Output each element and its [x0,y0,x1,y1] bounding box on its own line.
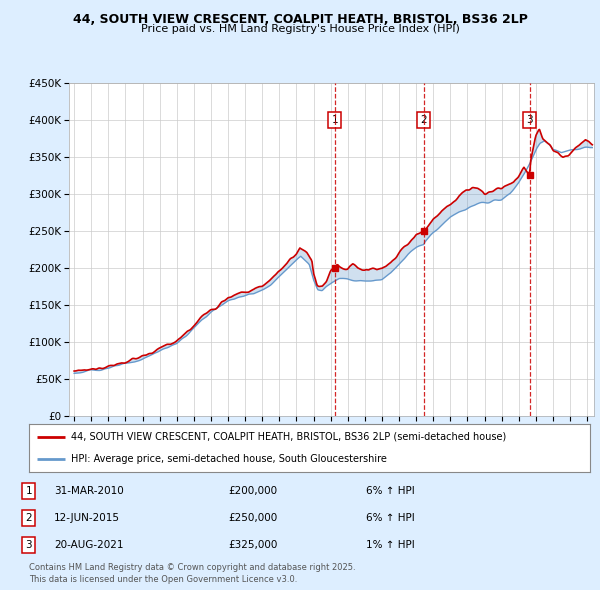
Text: 1: 1 [25,486,32,496]
Text: £325,000: £325,000 [228,540,277,550]
Text: 1: 1 [332,114,338,124]
Text: £250,000: £250,000 [228,513,277,523]
Text: 2: 2 [25,513,32,523]
Text: 2: 2 [421,114,427,124]
Text: 44, SOUTH VIEW CRESCENT, COALPIT HEATH, BRISTOL, BS36 2LP: 44, SOUTH VIEW CRESCENT, COALPIT HEATH, … [73,13,527,26]
Text: 6% ↑ HPI: 6% ↑ HPI [366,486,415,496]
Text: 3: 3 [526,114,533,124]
Text: 31-MAR-2010: 31-MAR-2010 [54,486,124,496]
Text: Price paid vs. HM Land Registry's House Price Index (HPI): Price paid vs. HM Land Registry's House … [140,24,460,34]
Text: 44, SOUTH VIEW CRESCENT, COALPIT HEATH, BRISTOL, BS36 2LP (semi-detached house): 44, SOUTH VIEW CRESCENT, COALPIT HEATH, … [71,432,506,442]
Text: Contains HM Land Registry data © Crown copyright and database right 2025.: Contains HM Land Registry data © Crown c… [29,563,355,572]
Text: £200,000: £200,000 [228,486,277,496]
Text: This data is licensed under the Open Government Licence v3.0.: This data is licensed under the Open Gov… [29,575,297,584]
Text: 20-AUG-2021: 20-AUG-2021 [54,540,124,550]
Text: 1% ↑ HPI: 1% ↑ HPI [366,540,415,550]
Text: 6% ↑ HPI: 6% ↑ HPI [366,513,415,523]
Text: HPI: Average price, semi-detached house, South Gloucestershire: HPI: Average price, semi-detached house,… [71,454,387,464]
Text: 12-JUN-2015: 12-JUN-2015 [54,513,120,523]
Text: 3: 3 [25,540,32,550]
